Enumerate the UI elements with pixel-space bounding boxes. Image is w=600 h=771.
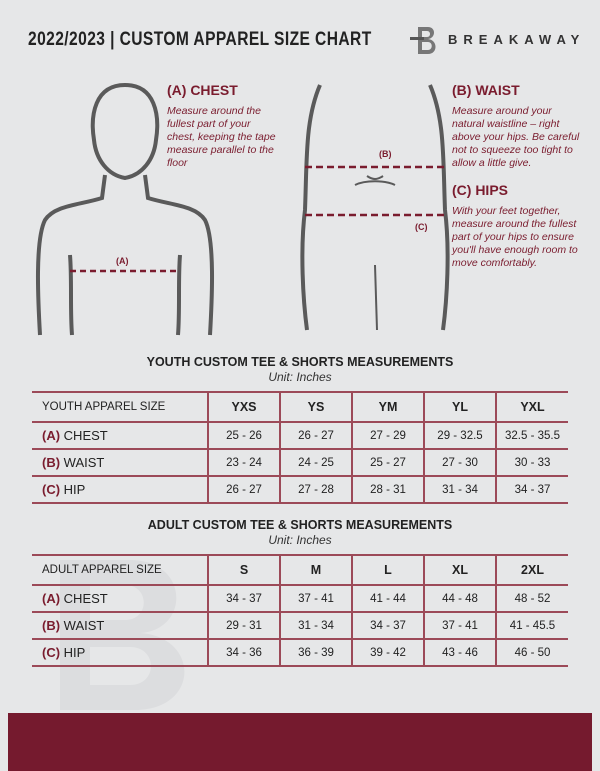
measurement-letter: (A) <box>42 591 61 606</box>
chest-marker: (A) <box>116 256 129 266</box>
chest-description: Measure around the fullest part of your … <box>167 105 276 169</box>
size-value-cell: 36 - 39 <box>279 638 352 667</box>
size-value-cell: 28 - 31 <box>351 475 424 504</box>
size-column-header: 2XL <box>495 554 568 586</box>
size-value-cell: 26 - 27 <box>207 475 280 504</box>
size-column-header: XL <box>423 554 496 586</box>
page-title: 2022/2023 | CUSTOM APPAREL SIZE CHART <box>28 29 372 50</box>
table-row: (A) CHEST 34 - 37 37 - 41 41 - 44 44 - 48 48 … <box>32 584 568 613</box>
size-value-cell: 25 - 27 <box>351 448 424 477</box>
size-value-cell: 43 - 46 <box>423 638 496 667</box>
measurement-name: HIP <box>63 645 86 660</box>
size-value-cell: 29 - 31 <box>207 611 280 640</box>
size-value-cell: 25 - 26 <box>207 421 280 450</box>
table-header-row: YOUTH APPAREL SIZE YXS YS YM YL YXL <box>32 391 568 423</box>
size-header: ADULT APPAREL SIZE <box>32 554 208 586</box>
size-value-cell: 34 - 36 <box>207 638 280 667</box>
size-value-cell: 39 - 42 <box>351 638 424 667</box>
table-row: (B) WAIST 29 - 31 31 - 34 34 - 37 37 - 41 41 … <box>32 611 568 640</box>
adult-table-title: ADULT CUSTOM TEE & SHORTS MEASUREMENTS <box>147 518 453 532</box>
youth-size-table: YOUTH APPAREL SIZE YXS YS YM YL YXL (A) CHEST 2… <box>32 391 568 504</box>
hips-heading: (C) HIPS <box>452 182 508 198</box>
size-value-cell: 44 - 48 <box>423 584 496 613</box>
measurement-label: (C) HIP <box>32 638 208 667</box>
table-header-row: ADULT APPAREL SIZE S M L XL 2XL <box>32 554 568 586</box>
measurement-letter: (B) <box>42 455 61 470</box>
chest-heading: (A) CHEST <box>167 82 238 98</box>
size-value-cell: 29 - 32.5 <box>423 421 496 450</box>
table-row: (A) CHEST 25 - 26 26 - 27 27 - 29 29 - 32.5 3… <box>32 421 568 450</box>
measurement-label: (A) CHEST <box>32 421 208 450</box>
size-value-cell: 34 - 37 <box>207 584 280 613</box>
adult-size-table: ADULT APPAREL SIZE S M L XL 2XL (A) CHEST 34 - … <box>32 554 568 667</box>
adult-unit: Unit: Inches <box>268 533 332 547</box>
size-column-header: YXS <box>207 391 280 423</box>
size-value-cell: 41 - 44 <box>351 584 424 613</box>
size-value-cell: 37 - 41 <box>423 611 496 640</box>
size-column-header: YL <box>423 391 496 423</box>
size-value-cell: 26 - 27 <box>279 421 352 450</box>
measurement-name: CHEST <box>63 591 108 606</box>
table-row: (C) HIP 26 - 27 27 - 28 28 - 31 31 - 34 34 - … <box>32 475 568 504</box>
size-header: YOUTH APPAREL SIZE <box>32 391 208 423</box>
brand-name: BREAKAWAY <box>448 32 586 47</box>
measurement-name: CHEST <box>63 428 108 443</box>
size-value-cell: 34 - 37 <box>351 611 424 640</box>
measurement-letter: (C) <box>42 645 61 660</box>
size-column-header: YXL <box>495 391 568 423</box>
measurement-label: (A) CHEST <box>32 584 208 613</box>
waist-description: Measure around your natural waistline – … <box>452 105 580 169</box>
waist-hips-info: (B) WAIST Measure around your natural wa… <box>452 82 580 270</box>
chest-info: (A) CHEST Measure around the fullest par… <box>167 82 279 170</box>
table-row: (B) WAIST 23 - 24 24 - 25 25 - 27 27 - 30 30 … <box>32 448 568 477</box>
breakaway-logo-icon <box>410 27 436 54</box>
youth-unit: Unit: Inches <box>268 370 332 384</box>
measurement-letter: (C) <box>42 482 61 497</box>
footer-band <box>8 713 592 771</box>
youth-table-title: YOUTH CUSTOM TEE & SHORTS MEASUREMENTS <box>146 355 454 369</box>
size-value-cell: 23 - 24 <box>207 448 280 477</box>
measurement-letter: (B) <box>42 618 61 633</box>
waist-hips-figure-illustration: (B) (C) <box>300 84 450 331</box>
size-value-cell: 30 - 33 <box>495 448 568 477</box>
table-row: (C) HIP 34 - 36 36 - 39 39 - 42 43 - 46 46 - … <box>32 638 568 667</box>
measurement-label: (B) WAIST <box>32 611 208 640</box>
waist-heading: (B) WAIST <box>452 82 520 98</box>
size-value-cell: 48 - 52 <box>495 584 568 613</box>
size-value-cell: 34 - 37 <box>495 475 568 504</box>
waist-marker: (B) <box>379 149 392 159</box>
size-column-header: L <box>351 554 424 586</box>
size-column-header: M <box>279 554 352 586</box>
measurement-tables: YOUTH CUSTOM TEE & SHORTS MEASUREMENTS U… <box>0 355 600 667</box>
size-column-header: S <box>207 554 280 586</box>
measurement-name: WAIST <box>63 618 105 633</box>
size-value-cell: 31 - 34 <box>279 611 352 640</box>
size-value-cell: 37 - 41 <box>279 584 352 613</box>
size-value-cell: 27 - 29 <box>351 421 424 450</box>
measurement-letter: (A) <box>42 428 61 443</box>
size-value-cell: 24 - 25 <box>279 448 352 477</box>
hips-marker: (C) <box>415 222 428 232</box>
size-value-cell: 32.5 - 35.5 <box>495 421 568 450</box>
size-column-header: YM <box>351 391 424 423</box>
measurement-name: WAIST <box>63 455 105 470</box>
size-value-cell: 27 - 28 <box>279 475 352 504</box>
chest-figure-illustration: (A) <box>35 82 215 336</box>
hips-description: With your feet together, measure around … <box>452 205 578 269</box>
measurement-name: HIP <box>63 482 86 497</box>
measurement-label: (C) HIP <box>32 475 208 504</box>
size-value-cell: 27 - 30 <box>423 448 496 477</box>
size-value-cell: 41 - 45.5 <box>495 611 568 640</box>
size-column-header: YS <box>279 391 352 423</box>
size-value-cell: 46 - 50 <box>495 638 568 667</box>
measurement-label: (B) WAIST <box>32 448 208 477</box>
size-value-cell: 31 - 34 <box>423 475 496 504</box>
